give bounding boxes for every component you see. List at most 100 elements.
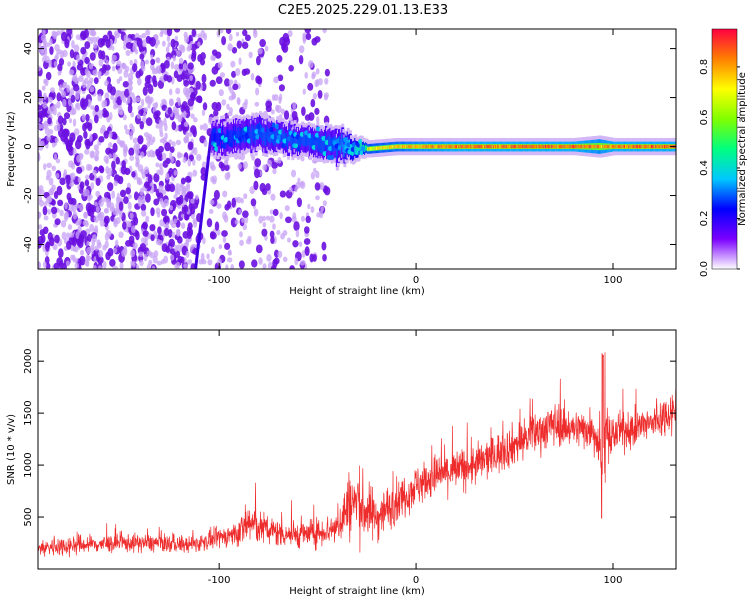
noise-blob <box>140 98 145 107</box>
noise-blob <box>181 187 187 195</box>
noise-blob <box>84 148 90 155</box>
noise-blob <box>280 108 286 115</box>
noise-blob <box>218 89 224 97</box>
noise-blob <box>138 251 144 257</box>
noise-blob <box>89 133 93 142</box>
noise-blob <box>127 72 134 81</box>
snr-y-axis-label: SNR (10 * v/v) <box>6 414 17 485</box>
noise-blob <box>295 229 300 238</box>
noise-blob <box>49 236 55 247</box>
noise-blob <box>228 79 234 86</box>
noise-blob <box>103 130 109 139</box>
noise-blob <box>92 69 98 77</box>
noise-blob <box>174 110 179 116</box>
noise-blob <box>126 96 131 104</box>
noise-blob <box>52 243 58 251</box>
noise-blob <box>107 83 113 93</box>
noise-blob <box>153 250 159 258</box>
noise-blob <box>98 249 104 258</box>
noise-blob <box>182 62 188 71</box>
noise-blob <box>230 60 236 68</box>
noise-blob <box>66 84 71 93</box>
noise-blob <box>132 96 137 104</box>
noise-blob <box>83 211 88 219</box>
noise-blob <box>68 69 75 76</box>
noise-blob <box>155 207 161 215</box>
noise-blob <box>84 189 90 197</box>
noise-blob <box>67 61 72 67</box>
noise-blob <box>177 236 183 244</box>
noise-blob <box>46 133 51 142</box>
noise-blob <box>77 176 82 183</box>
noise-blob <box>183 121 189 128</box>
noise-blob <box>170 61 175 70</box>
noise-blob <box>216 229 221 236</box>
noise-blob <box>87 196 91 202</box>
noise-blob <box>55 172 60 179</box>
noise-blob <box>324 68 330 77</box>
noise-blob <box>201 109 206 116</box>
noise-blob <box>282 256 288 263</box>
noise-blob <box>288 65 295 72</box>
noise-blob <box>38 123 43 130</box>
noise-blob <box>177 114 183 123</box>
noise-blob <box>288 186 293 193</box>
noise-blob <box>112 265 118 269</box>
noise-blob <box>38 104 42 111</box>
noise-blob <box>255 55 261 66</box>
noise-blob <box>76 135 83 143</box>
noise-blob <box>129 59 133 66</box>
noise-blob <box>63 212 70 220</box>
noise-blob <box>111 190 116 199</box>
noise-blob <box>216 203 222 209</box>
noise-blob <box>180 177 186 185</box>
noise-blob <box>90 105 95 111</box>
noise-blob <box>51 142 56 148</box>
noise-blob <box>149 37 156 47</box>
noise-blob <box>236 40 242 49</box>
noise-blob <box>163 74 169 82</box>
noise-blob <box>210 164 216 171</box>
noise-blob <box>60 31 68 42</box>
noise-blob <box>217 61 223 69</box>
noise-blob <box>45 242 50 252</box>
noise-blob <box>135 157 140 166</box>
noise-blob <box>123 196 129 205</box>
noise-blob <box>128 194 132 199</box>
noise-blob <box>301 250 306 258</box>
colorbar-tick-label: 0.0 <box>699 261 710 277</box>
spectrogram-marks <box>38 29 676 269</box>
noise-blob <box>67 197 74 205</box>
noise-blob <box>156 150 163 161</box>
noise-blob <box>272 258 278 268</box>
noise-blob <box>181 70 187 78</box>
noise-blob <box>91 239 96 247</box>
noise-blob <box>129 212 134 219</box>
noise-blob <box>276 105 282 114</box>
noise-blob <box>136 38 143 48</box>
noise-blob <box>238 208 242 215</box>
noise-blob <box>43 163 47 171</box>
noise-blob <box>231 197 236 208</box>
noise-blob <box>187 62 194 70</box>
noise-blob <box>56 123 61 132</box>
noise-blob <box>82 98 89 108</box>
spectrogram-x-tick-label: 0 <box>413 275 419 286</box>
noise-blob <box>218 161 224 169</box>
noise-blob <box>121 249 127 257</box>
noise-blob <box>284 205 290 212</box>
noise-blob <box>57 70 62 76</box>
spectrogram-y-tick-label: -40 <box>23 236 34 252</box>
noise-blob <box>121 62 127 69</box>
noise-blob <box>265 215 270 221</box>
noise-blob <box>310 98 316 108</box>
noise-blob <box>51 165 56 172</box>
noise-blob <box>54 44 60 52</box>
noise-blob <box>57 115 64 125</box>
colorbar: 0.0 0.2 0.4 0.6 0.8 Normalized spectral ampl… <box>699 28 748 277</box>
noise-blob <box>153 172 160 183</box>
noise-blob <box>86 246 92 255</box>
noise-blob <box>101 63 107 74</box>
noise-blob <box>86 240 90 247</box>
